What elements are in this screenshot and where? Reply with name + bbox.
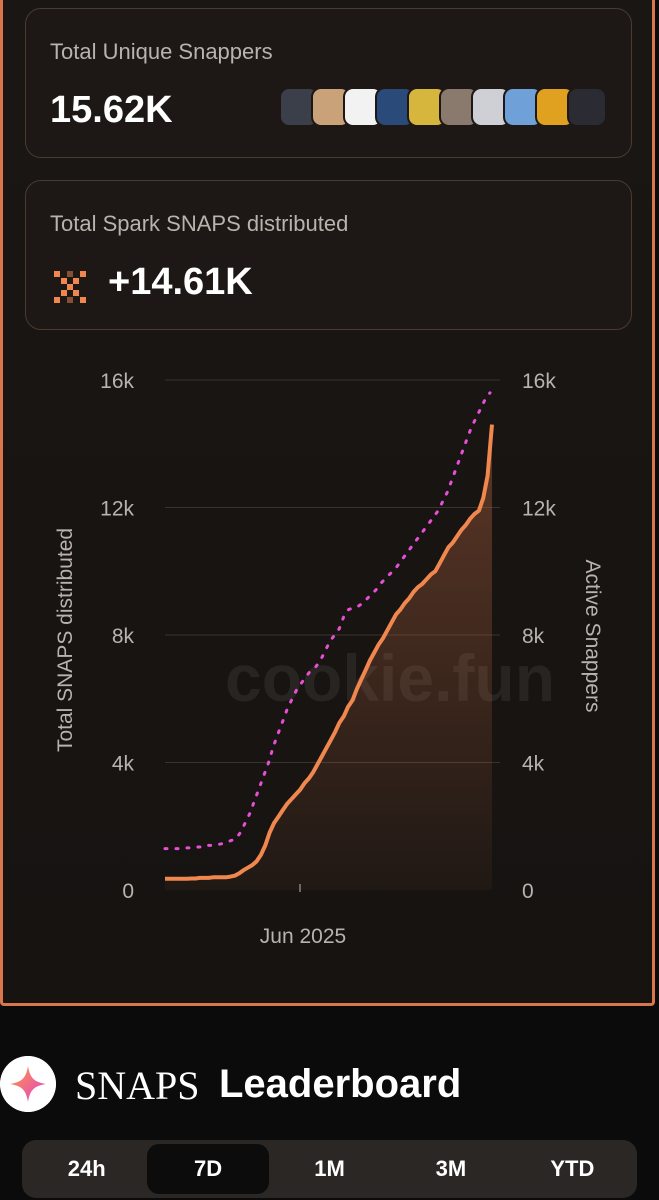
y-tick-label-right: 0 [522, 880, 534, 903]
spark-snaps-label: Total Spark SNAPS distributed [50, 211, 349, 236]
snapper-avatar [567, 87, 607, 127]
y-tick-label-left: 0 [122, 880, 134, 903]
y-tick-label-left: 4k [112, 753, 135, 776]
snapper-avatars [279, 87, 607, 129]
y-tick-label-right: 8k [522, 625, 545, 648]
unique-snappers-value: 15.62K [50, 89, 173, 131]
spark-snaps-card: Total Spark SNAPS distributed +14.61K [25, 180, 632, 330]
snaps-chart: 16k 12k 8k 4k 0 16k 12k 8k 4k 0 Jun 2025 [100, 370, 556, 948]
y-tick-label-left: 16k [100, 370, 134, 393]
timeframe-tabs: 24h 7D 1M 3M YTD [22, 1140, 637, 1198]
tab-3m[interactable]: 3M [435, 1156, 467, 1181]
tab-24h[interactable]: 24h [67, 1156, 106, 1181]
leaderboard-title-snaps: SNAPS [75, 1063, 200, 1108]
y-tick-label-left: 12k [100, 498, 134, 521]
snaps-area [165, 424, 492, 890]
leaderboard-title: Leaderboard [219, 1062, 462, 1106]
snaps-logo-icon [0, 1056, 56, 1112]
tab-7d[interactable]: 7D [147, 1144, 269, 1194]
tab-1m[interactable]: 1M [314, 1156, 345, 1181]
y-tick-label-right: 12k [522, 498, 556, 521]
unique-snappers-card: Total Unique Snappers 15.62K [25, 8, 632, 158]
y-tick-label-right: 4k [522, 753, 545, 776]
snaps-line [165, 424, 494, 881]
x-tick-label: Jun 2025 [260, 925, 346, 948]
tab-ytd[interactable]: YTD [550, 1156, 595, 1181]
y-tick-label-left: 8k [112, 625, 135, 648]
left-axis-title: Total SNAPS distributed [54, 527, 77, 753]
spark-snaps-value: +14.61K [108, 261, 253, 303]
right-axis-title: Active Snappers [581, 559, 604, 713]
spark-icon [54, 271, 86, 303]
unique-snappers-label: Total Unique Snappers [50, 39, 273, 64]
y-tick-label-right: 16k [522, 370, 556, 393]
snappers-line [163, 391, 492, 851]
